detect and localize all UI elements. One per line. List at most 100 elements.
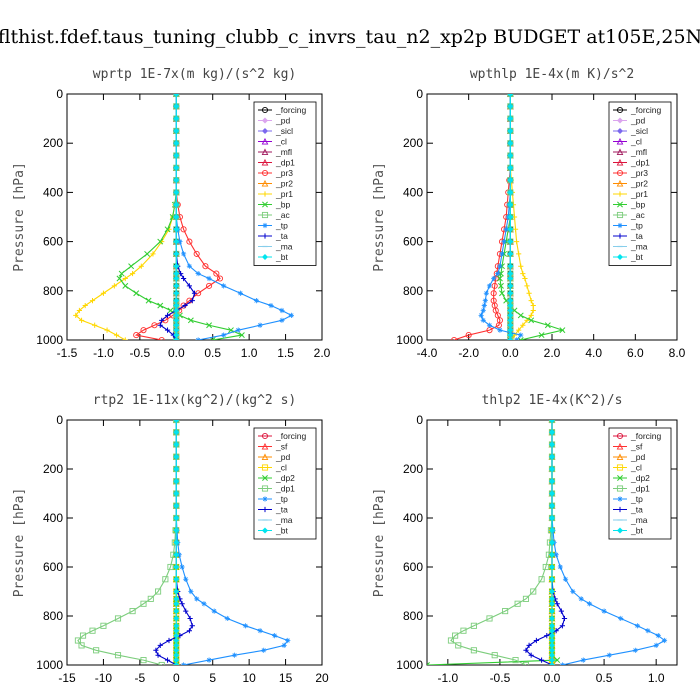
data-point — [111, 283, 117, 289]
legend-marker — [617, 233, 623, 239]
legend-item: _dp1 — [613, 484, 650, 494]
data-point — [159, 317, 165, 323]
data-point — [73, 312, 79, 318]
x-tick-label: 20 — [315, 671, 329, 685]
data-point — [661, 637, 668, 644]
data-point — [173, 490, 180, 497]
data-point — [89, 298, 96, 304]
legend-label: _ta — [275, 231, 288, 241]
data-point — [188, 588, 194, 595]
data-point — [548, 420, 556, 424]
x-tick-label: -0.5 — [490, 671, 511, 685]
legend: _forcing_pd_sicl_cl_mfl_dp1_pr3_pr2_pr1_… — [608, 101, 672, 266]
data-point — [128, 263, 135, 270]
data-point — [268, 302, 274, 309]
data-point — [272, 633, 278, 639]
data-point — [528, 652, 534, 658]
data-point — [634, 623, 641, 629]
x-tick-label: 4.0 — [585, 346, 602, 360]
data-point — [530, 588, 537, 595]
y-tick-label: 600 — [43, 235, 63, 249]
legend-item: _bp — [613, 200, 645, 210]
data-point — [104, 327, 110, 333]
legend-marker — [261, 117, 269, 124]
x-tick-label: -4.0 — [417, 346, 438, 360]
data-point — [497, 263, 503, 269]
data-point — [173, 115, 180, 122]
plot-area — [73, 94, 294, 340]
data-point — [507, 140, 514, 147]
legend-item: _ac — [613, 210, 645, 220]
y-axis-label: Pressure [hPa] — [12, 162, 27, 272]
legend-marker — [261, 179, 269, 187]
data-point — [100, 290, 107, 296]
legend-item: _ma — [258, 242, 293, 252]
x-tick-label: 0 — [173, 671, 180, 685]
y-tick-label: 800 — [403, 609, 423, 623]
data-point — [173, 263, 180, 270]
data-point — [209, 337, 216, 340]
legend-label: _dp1 — [630, 158, 650, 168]
legend-marker — [261, 148, 269, 156]
legend-item: _pd — [613, 116, 645, 126]
legend-item: _bp — [258, 200, 290, 210]
legend-label: _forcing — [630, 431, 662, 441]
data-point — [486, 322, 493, 328]
data-point — [173, 420, 180, 424]
data-point — [507, 290, 514, 297]
series-pr1 — [73, 94, 179, 340]
data-point — [242, 623, 249, 629]
data-point — [470, 622, 477, 629]
legend-label: _pr1 — [275, 189, 293, 199]
y-tick-label: 200 — [403, 462, 423, 476]
data-point — [554, 601, 560, 607]
legend-label: _sicl — [275, 126, 293, 136]
data-point — [261, 647, 267, 653]
x-tick-label: 1.5 — [277, 346, 294, 360]
x-tick-label: 2.0 — [544, 346, 561, 360]
data-point — [162, 576, 169, 583]
data-point — [173, 226, 180, 233]
legend-marker — [261, 137, 269, 145]
legend-marker — [616, 117, 624, 124]
legend-item: _forcing — [258, 431, 307, 441]
data-point — [557, 564, 563, 570]
data-point — [76, 307, 82, 314]
data-point — [114, 652, 122, 659]
data-point — [153, 647, 159, 653]
data-point — [548, 661, 556, 665]
data-point — [538, 332, 545, 339]
data-point — [186, 628, 192, 634]
legend-label: _bt — [275, 526, 288, 536]
y-tick-label: 1000 — [36, 333, 63, 347]
data-point — [180, 275, 187, 282]
data-point — [173, 238, 180, 245]
data-point — [451, 336, 458, 340]
data-point — [122, 337, 128, 340]
legend-label: _pr2 — [630, 179, 648, 189]
data-point — [491, 652, 498, 659]
legend-label: _ta — [630, 231, 643, 241]
legend-marker — [261, 527, 269, 534]
data-point — [470, 647, 477, 654]
legend-item: _dp1 — [258, 158, 295, 168]
data-point — [509, 337, 516, 340]
legend-item: _ma — [613, 242, 648, 252]
data-point — [187, 317, 194, 324]
legend-item: _mfl — [613, 147, 647, 157]
data-point — [253, 298, 260, 304]
data-point — [206, 322, 213, 329]
legend-marker — [616, 485, 624, 492]
legend-marker — [617, 506, 623, 513]
data-point — [173, 502, 180, 509]
data-point — [191, 290, 198, 296]
legend-label: _mfl — [275, 147, 292, 157]
data-point — [224, 615, 230, 622]
data-point — [145, 297, 152, 304]
legend-marker — [262, 475, 268, 481]
legend-label: _bp — [630, 200, 645, 210]
data-point — [498, 282, 504, 289]
legend-marker — [617, 496, 623, 502]
data-point — [173, 615, 180, 622]
y-tick-label: 600 — [403, 560, 423, 574]
